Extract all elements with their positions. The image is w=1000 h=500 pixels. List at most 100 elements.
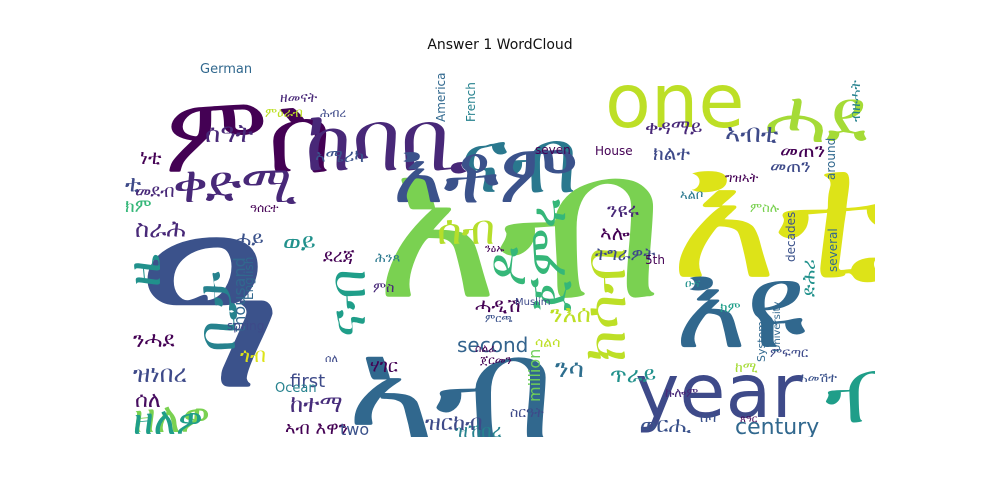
word-36: ንሓደ bbox=[133, 328, 175, 353]
word-21: ዜ bbox=[125, 254, 172, 287]
word-76: ጀርመን bbox=[480, 353, 512, 367]
word-25: መጠን bbox=[780, 138, 825, 162]
word-26: ቀዳማይ bbox=[645, 115, 702, 139]
word-10: እቶም bbox=[393, 124, 579, 223]
word-38: ነቲ bbox=[140, 145, 162, 169]
word-101: Muslim bbox=[515, 297, 550, 308]
word-97: spring bbox=[227, 319, 264, 333]
word-80: ኣልቦ bbox=[680, 188, 703, 203]
word-46: ንዩሩ bbox=[607, 198, 639, 222]
word-39: ሰለ bbox=[135, 388, 161, 413]
word-72: ምርጫ bbox=[485, 312, 513, 325]
word-11: year bbox=[635, 347, 802, 435]
word-75: ኩሎም bbox=[665, 386, 698, 401]
word-50: ቲ bbox=[125, 170, 141, 198]
word-86: thousand bbox=[230, 257, 249, 332]
word-87: German bbox=[200, 62, 252, 77]
word-88: America bbox=[434, 73, 448, 123]
word-53: first bbox=[290, 371, 325, 392]
word-4: ናብ bbox=[460, 109, 578, 214]
word-84: ምስሉ bbox=[750, 201, 780, 216]
word-48: ደረጃ bbox=[323, 246, 355, 267]
word-15: ሰብ bbox=[437, 205, 495, 254]
word-63: ትግራዎት bbox=[595, 244, 655, 265]
word-55: million bbox=[525, 349, 544, 402]
word-41: ኣሎ bbox=[600, 221, 630, 245]
word-67: መጠን bbox=[770, 156, 811, 177]
word-91: House bbox=[595, 144, 633, 158]
word-22: ሰዓት bbox=[205, 119, 254, 149]
word-58: ሓዲሽ bbox=[475, 293, 521, 317]
word-29: century bbox=[735, 415, 819, 437]
word-71: ዓሰርተ bbox=[250, 201, 278, 215]
word-99: System bbox=[755, 321, 768, 362]
word-5: ኣብ bbox=[347, 304, 554, 437]
word-54: two bbox=[340, 420, 369, 437]
word-30: ከተማ bbox=[290, 390, 343, 418]
word-64: ሕንጻ bbox=[375, 251, 400, 266]
word-45: ንሳ bbox=[555, 354, 584, 384]
word-85: ሰለ bbox=[325, 352, 338, 365]
word-24: ክልተ bbox=[653, 141, 690, 165]
word-3: ምስ bbox=[165, 70, 332, 198]
word-79: ግዝኣት bbox=[725, 171, 758, 186]
word-20: ክሳብ bbox=[570, 247, 640, 362]
word-47: ምስ bbox=[373, 280, 394, 296]
word-0: ዓ bbox=[135, 155, 283, 437]
word-18: ናብ bbox=[318, 269, 378, 337]
word-31: ዝርከብ bbox=[425, 411, 483, 436]
word-17: ቢታ bbox=[184, 271, 248, 352]
word-52: ብዙሓት bbox=[848, 80, 864, 122]
word-7: one bbox=[605, 62, 745, 145]
word-77: ስርዓት bbox=[510, 405, 544, 421]
word-43: ሃገር bbox=[370, 356, 398, 377]
word-70: ሕብረ bbox=[320, 106, 346, 120]
word-28: second bbox=[457, 333, 528, 357]
word-1: አብ bbox=[375, 102, 665, 347]
word-65: ሰባ bbox=[700, 410, 716, 426]
word-68: ድሕሪ bbox=[799, 259, 820, 297]
word-16: ዶ bbox=[474, 247, 538, 287]
word-49: ወይ bbox=[283, 228, 316, 256]
word-60: ጎብ bbox=[240, 343, 266, 367]
word-93: several bbox=[826, 228, 840, 272]
chart-title: Answer 1 WordCloud bbox=[427, 37, 573, 53]
word-74: ንዕኡ bbox=[485, 242, 504, 255]
word-14: ዘለዎ bbox=[133, 393, 210, 437]
word-78: ሰልፊ bbox=[475, 342, 497, 355]
word-61: ሳልሳ bbox=[535, 335, 560, 351]
word-98: Ocean bbox=[275, 381, 317, 396]
word-96: English bbox=[242, 257, 256, 300]
word-37: ስራሕ bbox=[135, 215, 186, 243]
word-32: ኣብ እዋን bbox=[285, 418, 348, 437]
word-81: ሓመሽተ bbox=[797, 371, 837, 386]
word-92: around bbox=[824, 138, 838, 180]
word-94: decades bbox=[784, 212, 798, 262]
word-6: ከባቢ bbox=[305, 92, 467, 191]
word-51: ኣሜሪካ bbox=[315, 146, 364, 167]
word-cloud: ዓ አብ እቲ ምስ ናብ ኣብ ከባቢ one ሓደ እዩ እቶም year ብ ቀድሚ ዘለዎ ሰብ ዶ ቢታ… bbox=[125, 62, 875, 437]
word-100: University bbox=[772, 301, 783, 352]
word-82: ምፍጣር bbox=[770, 346, 809, 361]
word-12: ብ bbox=[825, 339, 875, 437]
word-90: seven bbox=[535, 143, 571, 157]
word-44: ንእሰ bbox=[550, 300, 591, 328]
word-66: ከሚ bbox=[735, 360, 758, 376]
word-27: ዝኸበረ bbox=[455, 421, 502, 437]
word-83: ዘመናት bbox=[280, 90, 318, 106]
word-35: ዝነበረ bbox=[133, 360, 187, 388]
word-95: 5th bbox=[645, 253, 665, 267]
word-69: መደብ bbox=[135, 181, 175, 202]
word-73: ጸዓር bbox=[740, 414, 758, 425]
word-57: ክም bbox=[720, 300, 741, 316]
word-13: ቀድሚ bbox=[173, 155, 297, 215]
word-34: ዘለዎ bbox=[133, 399, 203, 437]
word-8: ሓደ bbox=[765, 72, 867, 160]
word-23: ኣብቲ bbox=[725, 119, 779, 149]
word-62: ዑና bbox=[685, 276, 701, 290]
word-9: እዩ bbox=[675, 237, 806, 376]
word-42: ጥራይ bbox=[610, 363, 656, 388]
word-2: እቲ bbox=[670, 111, 875, 320]
word-56: ክም bbox=[125, 196, 152, 217]
